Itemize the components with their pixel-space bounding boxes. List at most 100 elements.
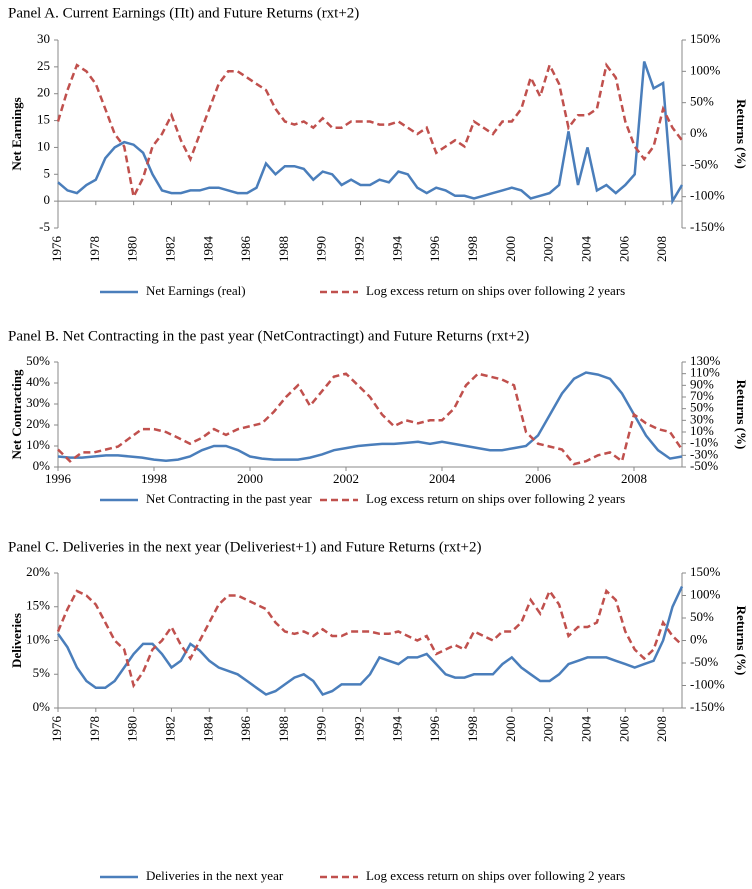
x-tick-label: 1998 bbox=[465, 236, 480, 262]
y-tick-label: 30 bbox=[37, 31, 50, 46]
x-tick-label: 1986 bbox=[238, 236, 253, 263]
legend-label: Log excess return on ships over followin… bbox=[366, 868, 625, 883]
x-tick-label: 1992 bbox=[352, 236, 367, 262]
x-tick-label: 1976 bbox=[49, 716, 64, 743]
y2-tick-label: -50% bbox=[690, 654, 718, 669]
panel: Panel A. Current Earnings (Πt) and Futur… bbox=[8, 5, 749, 298]
x-tick-label: 2006 bbox=[616, 236, 631, 263]
x-tick-label: 1998 bbox=[141, 471, 167, 486]
series-line bbox=[57, 372, 684, 466]
y2-tick-label: 100% bbox=[690, 586, 721, 601]
y-tick-label: 0 bbox=[44, 192, 51, 207]
legend-label: Net Earnings (real) bbox=[146, 283, 246, 298]
series-line bbox=[57, 61, 684, 206]
y-tick-label: 0% bbox=[33, 458, 51, 473]
series-line bbox=[56, 585, 684, 696]
x-tick-label: 1994 bbox=[389, 236, 404, 263]
x-tick-label: 1994 bbox=[389, 716, 404, 743]
x-tick-label: 1998 bbox=[465, 716, 480, 742]
x-tick-label: 2008 bbox=[621, 471, 647, 486]
y2-tick-label: 150% bbox=[690, 564, 721, 579]
x-tick-label: 1982 bbox=[162, 236, 177, 262]
x-tick-label: 1996 bbox=[427, 716, 442, 743]
panel-title: Panel C. Deliveries in the next year (De… bbox=[8, 539, 481, 555]
x-tick-label: 2008 bbox=[654, 716, 669, 742]
x-tick-label: 2002 bbox=[541, 716, 556, 742]
panel: Panel C. Deliveries in the next year (De… bbox=[8, 539, 749, 883]
x-tick-label: 2006 bbox=[616, 716, 631, 743]
x-tick-label: 2000 bbox=[237, 471, 263, 486]
y-tick-label: 50% bbox=[26, 353, 50, 368]
legend-label: Deliveries in the next year bbox=[146, 868, 284, 883]
x-tick-label: 1990 bbox=[314, 716, 329, 742]
legend-label: Net Contracting in the past year bbox=[146, 491, 312, 506]
y2-tick-label: 50% bbox=[690, 609, 714, 624]
y2-tick-label: -30% bbox=[690, 446, 718, 461]
x-tick-label: 1996 bbox=[427, 236, 442, 263]
x-tick-label: 2002 bbox=[333, 471, 359, 486]
y2-tick-label: -150% bbox=[690, 219, 725, 234]
y-tick-label: 20% bbox=[26, 564, 50, 579]
legend-label: Log excess return on ships over followin… bbox=[366, 491, 625, 506]
y-axis-label: Deliveries bbox=[9, 613, 24, 668]
x-tick-label: 1982 bbox=[162, 716, 177, 742]
y-tick-label: 25 bbox=[37, 58, 50, 73]
y2-tick-label: -50% bbox=[690, 458, 718, 473]
x-tick-label: 2004 bbox=[578, 236, 593, 263]
y-axis-label: Net Earnings bbox=[9, 97, 24, 170]
x-tick-label: 1978 bbox=[87, 716, 102, 742]
y2-tick-label: -50% bbox=[690, 156, 718, 171]
x-tick-label: 1990 bbox=[314, 236, 329, 262]
y-tick-label: 15% bbox=[26, 598, 50, 613]
y2-tick-label: 30% bbox=[690, 411, 714, 426]
x-tick-label: 1992 bbox=[352, 716, 367, 742]
y2-tick-label: 110% bbox=[690, 365, 720, 380]
y-tick-label: 10 bbox=[37, 138, 50, 153]
x-tick-label: 1988 bbox=[276, 716, 291, 742]
panel: Panel B. Net Contracting in the past yea… bbox=[8, 328, 749, 506]
panel-title: Panel B. Net Contracting in the past yea… bbox=[8, 328, 529, 344]
x-tick-label: 1980 bbox=[125, 716, 140, 742]
x-tick-label: 1976 bbox=[49, 236, 64, 263]
y2-tick-label: 90% bbox=[690, 376, 714, 391]
x-tick-label: 2002 bbox=[541, 236, 556, 262]
y2-tick-label: 70% bbox=[690, 388, 714, 403]
y-tick-label: 5 bbox=[44, 165, 51, 180]
x-tick-label: 1986 bbox=[238, 716, 253, 743]
y2-tick-label: 50% bbox=[690, 400, 714, 415]
y2-tick-label: 100% bbox=[690, 62, 721, 77]
panel-title: Panel A. Current Earnings (Πt) and Futur… bbox=[8, 5, 359, 21]
y2-tick-label: -150% bbox=[690, 699, 725, 714]
x-tick-label: 1980 bbox=[125, 236, 140, 262]
series-line bbox=[57, 371, 683, 462]
x-tick-label: 1988 bbox=[276, 236, 291, 262]
x-tick-label: 1978 bbox=[87, 236, 102, 262]
y2-tick-label: -10% bbox=[690, 435, 718, 450]
x-tick-label: 2000 bbox=[503, 236, 518, 262]
series-line bbox=[56, 61, 683, 201]
y2-tick-label: 150% bbox=[690, 31, 721, 46]
y2-tick-label: 0% bbox=[690, 125, 708, 140]
y-tick-label: 20% bbox=[26, 416, 50, 431]
x-tick-label: 2004 bbox=[578, 716, 593, 743]
y-tick-label: 15 bbox=[37, 112, 50, 127]
x-tick-label: 2008 bbox=[654, 236, 669, 262]
x-tick-label: 2000 bbox=[503, 716, 518, 742]
y2-tick-label: 0% bbox=[690, 631, 708, 646]
y2-axis-label: Returns (%) bbox=[734, 99, 749, 169]
y2-tick-label: 10% bbox=[690, 423, 714, 438]
y2-tick-label: -100% bbox=[690, 676, 725, 691]
y-tick-label: 5% bbox=[33, 665, 51, 680]
y-tick-label: 0% bbox=[33, 699, 51, 714]
y2-tick-label: -100% bbox=[690, 188, 725, 203]
y2-tick-label: 130% bbox=[690, 353, 721, 368]
x-tick-label: 1996 bbox=[45, 471, 72, 486]
series-line bbox=[56, 588, 683, 689]
y-tick-label: 20 bbox=[37, 85, 50, 100]
y2-tick-label: 50% bbox=[690, 94, 714, 109]
y-tick-label: -5 bbox=[39, 219, 50, 234]
legend-label: Log excess return on ships over followin… bbox=[366, 283, 625, 298]
y2-axis-label: Returns (%) bbox=[734, 380, 749, 450]
y-tick-label: 40% bbox=[26, 374, 50, 389]
